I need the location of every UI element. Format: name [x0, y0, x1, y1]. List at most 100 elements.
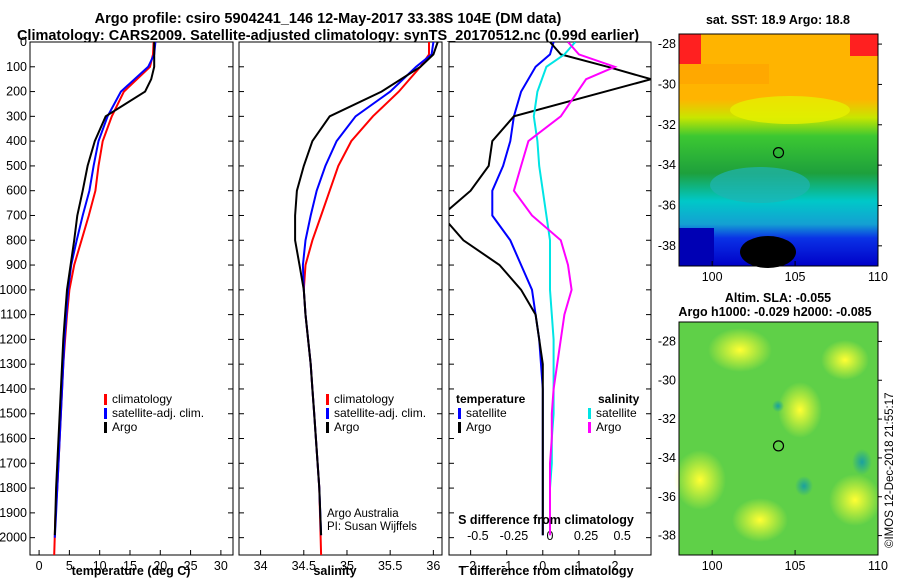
x-tick-label: 36 — [426, 559, 440, 573]
legend-label-climatology: climatology — [334, 392, 394, 406]
sla-high — [829, 474, 881, 526]
salinity-tick-label: 0.25 — [574, 529, 598, 543]
x-tick-label: 34.5 — [292, 559, 316, 573]
temperature-lines — [53, 42, 157, 555]
temperature-legend: climatology satellite-adj. clim. Argo — [104, 392, 204, 434]
y-tick-label: 300 — [6, 109, 27, 123]
sla-high — [778, 382, 822, 438]
salinity-xlabel: salinity — [313, 564, 356, 578]
figure-title-line2: Climatology: CARS2009. Satellite-adjuste… — [17, 28, 639, 44]
y-tick-label: 1900 — [0, 506, 27, 520]
series-line-argo-salinity — [512, 42, 618, 536]
map-y-tick-label: -34 — [658, 451, 676, 465]
figure-title-line1: Argo profile: csiro 5904241_146 12-May-2… — [95, 11, 562, 27]
sst-cold-patch — [679, 228, 714, 266]
salinity-tick-label: 0.5 — [613, 529, 630, 543]
sst-patches — [679, 34, 878, 268]
legend-label-argo: Argo — [112, 420, 138, 434]
y-tick-label: 200 — [6, 85, 27, 99]
x-tick-label: 1 — [575, 559, 582, 573]
legend-label-t-satellite: satellite — [466, 406, 507, 420]
map-y-tick-label: -28 — [658, 37, 676, 51]
sst-band — [730, 96, 850, 124]
legend-swatch-s-satellite — [588, 408, 591, 419]
temperature-xlabel: temperature (deg C) — [72, 564, 191, 578]
sst-land-mask — [740, 236, 796, 268]
series-line-argo-temperature — [449, 42, 651, 536]
series-line-argo — [53, 42, 156, 536]
x-tick-label: 34 — [254, 559, 268, 573]
sla-map-title: Altim. SLA: -0.055 — [725, 291, 831, 305]
difference-ticks: -2 -1 0 1 2 -0.5 -0.25 0 0.25 0.5 — [449, 41, 651, 573]
sst-band — [679, 64, 769, 84]
y-tick-label: 700 — [6, 208, 27, 222]
y-tick-label: 1800 — [0, 481, 27, 495]
y-tick-label: 900 — [6, 258, 27, 272]
map-x-tick-label: 105 — [785, 559, 806, 573]
legend-title-temperature: temperature — [456, 392, 526, 406]
y-tick-label: 1300 — [0, 357, 27, 371]
map-y-tick-label: -36 — [658, 490, 676, 504]
salinity-axes-box — [238, 41, 443, 556]
sst-warm-patch — [679, 34, 701, 64]
salinity-tick-label: 0 — [547, 529, 554, 543]
map-y-tick-label: -34 — [658, 158, 676, 172]
salinity-legend: climatology satellite-adj. clim. Argo — [326, 392, 426, 434]
salinity-lines — [294, 42, 439, 555]
temperature-axes-box — [29, 41, 234, 556]
map-x-tick-label: 110 — [868, 559, 888, 573]
legend-swatch-s-argo — [588, 422, 591, 433]
map-y-tick-label: -28 — [658, 334, 676, 348]
salinity-tick-label: -0.5 — [467, 529, 489, 543]
y-tick-label: 1700 — [0, 456, 27, 470]
map-x-tick-label: 100 — [702, 559, 723, 573]
difference-legend: temperature satellite Argo salinity sate… — [456, 392, 640, 434]
sla-map-panel: Altim. SLA: -0.055 Argo h1000: -0.029 h2… — [658, 291, 888, 573]
y-tick-label: 1100 — [0, 308, 27, 322]
legend-label-argo: Argo — [334, 420, 360, 434]
x-tick-label: 35 — [340, 559, 354, 573]
temperature-ticks: 0 5 10 15 20 25 300100200300400500600700800900… — [0, 35, 233, 573]
argo-location-marker — [772, 147, 785, 159]
map-x-tick-label: 110 — [868, 270, 888, 284]
x-tick-label: 0 — [539, 559, 546, 573]
x-tick-label: 25 — [184, 559, 198, 573]
sla-low — [852, 449, 872, 475]
map-x-tick-label: 100 — [702, 270, 723, 284]
series-line-argo — [294, 42, 439, 536]
sla-map-subtitle: Argo h1000: -0.029 h2000: -0.085 — [678, 305, 871, 319]
salinity-tick-label: -0.25 — [500, 529, 529, 543]
map-y-tick-label: -32 — [658, 118, 676, 132]
y-tick-label: 0 — [20, 35, 27, 49]
salinity-panel: 34 34.5 35 35.5 36 salinity climatology sate… — [238, 41, 443, 578]
sla-map-frame — [678, 321, 879, 556]
legend-swatch-argo — [104, 422, 107, 433]
x-tick-label: 5 — [66, 559, 73, 573]
y-tick-label: 2000 — [0, 531, 27, 545]
legend-swatch-climatology — [326, 394, 329, 405]
sst-map-ticks: 100 105 110 -28 -30 -32 -34 -36 -38 — [658, 37, 888, 284]
difference-lines — [449, 42, 651, 536]
sla-high — [674, 450, 726, 510]
y-tick-label: 1500 — [0, 407, 27, 421]
y-tick-label: 1600 — [0, 432, 27, 446]
y-tick-label: 600 — [6, 184, 27, 198]
map-x-tick-label: 105 — [785, 270, 806, 284]
map-y-tick-label: -30 — [658, 373, 676, 387]
legend-swatch-satellite-adj — [326, 408, 329, 419]
salinity-ticks: 34 34.5 35 35.5 36 — [239, 41, 442, 573]
legend-swatch-argo — [326, 422, 329, 433]
y-tick-label: 400 — [6, 134, 27, 148]
credit-argo-australia: Argo Australia — [327, 508, 399, 520]
footer-credit: ©IMOS 12-Dec-2018 21:55:17 — [884, 392, 896, 548]
sst-map-panel: sat. SST: 18.9 Argo: 18.8 100 105 110 -28 -3… — [658, 13, 888, 284]
y-tick-label: 100 — [6, 60, 27, 74]
x-tick-label: 35.5 — [378, 559, 402, 573]
y-tick-label: 500 — [6, 159, 27, 173]
legend-swatch-t-argo — [458, 422, 461, 433]
sla-features — [674, 328, 881, 542]
map-y-tick-label: -36 — [658, 198, 676, 212]
sst-map-frame — [678, 33, 879, 267]
difference-xlabel: T difference from climatology — [458, 564, 633, 578]
